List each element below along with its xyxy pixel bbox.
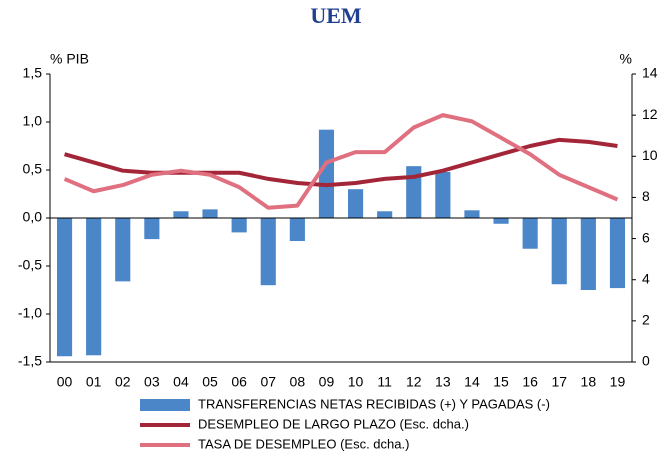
y2-tick-label: 6	[642, 229, 650, 245]
y-tick-label: 1,5	[23, 65, 43, 81]
x-tick-label: 18	[581, 374, 597, 390]
bar	[56, 218, 73, 357]
y2-tick-label: 0	[642, 353, 650, 369]
bar	[551, 218, 567, 285]
bar	[609, 218, 626, 289]
legend-swatch	[140, 399, 190, 411]
y2-tick-label: 2	[642, 312, 650, 328]
legend-label: DESEMPLEO DE LARGO PLAZO (Esc. dcha.)	[198, 416, 469, 431]
x-tick-label: 15	[493, 374, 509, 390]
x-tick-label: 16	[522, 374, 538, 390]
y-tick-label: 1,0	[23, 113, 43, 129]
legend-label: TRANSFERENCIAS NETAS RECIBIDAS (+) Y PAG…	[198, 396, 550, 411]
y2-axis-label: %	[620, 51, 632, 67]
bar	[464, 210, 480, 218]
y2-tick-label: 8	[642, 188, 650, 204]
bar	[435, 171, 451, 218]
x-tick-label: 04	[173, 374, 189, 390]
bar	[260, 218, 276, 286]
y-tick-label: 0,5	[23, 161, 43, 177]
x-tick-label: 09	[319, 374, 335, 390]
x-tick-label: 02	[115, 374, 131, 390]
x-tick-label: 07	[260, 374, 276, 390]
x-tick-label: 19	[610, 374, 626, 390]
bar	[115, 218, 131, 282]
x-tick-label: 01	[86, 374, 102, 390]
bar	[580, 218, 596, 290]
x-tick-label: 13	[435, 374, 451, 390]
x-tick-label: 11	[377, 374, 392, 390]
x-tick-label: 00	[57, 374, 73, 390]
y2-tick-label: 12	[642, 106, 658, 122]
legend-label: TASA DE DESEMPLEO (Esc. dcha.)	[198, 436, 409, 451]
y-tick-label: -0,5	[18, 257, 42, 273]
y2-tick-label: 10	[642, 147, 658, 163]
y-tick-label: -1,5	[18, 353, 42, 369]
x-tick-label: 14	[464, 374, 480, 390]
bar	[202, 209, 218, 218]
line	[63, 113, 619, 210]
y-tick-label: -1,0	[18, 305, 42, 321]
x-tick-label: 06	[231, 374, 247, 390]
x-tick-label: 08	[290, 374, 306, 390]
x-tick-label: 17	[551, 374, 567, 390]
bar	[144, 218, 160, 240]
bar	[86, 218, 102, 356]
bar	[318, 129, 335, 218]
bar	[347, 189, 364, 218]
bar	[231, 218, 247, 233]
y-axis-label: % PIB	[50, 51, 89, 67]
x-tick-label: 05	[202, 374, 218, 390]
x-tick-label: 10	[348, 374, 364, 390]
y2-tick-label: 14	[642, 65, 658, 81]
bar	[289, 218, 305, 242]
chart-title: UEM	[310, 3, 362, 28]
y-tick-label: 0,0	[23, 209, 43, 225]
x-tick-label: 03	[144, 374, 160, 390]
bar	[173, 211, 189, 218]
y2-tick-label: 4	[642, 270, 650, 286]
bar	[377, 211, 393, 218]
bar	[522, 218, 538, 249]
bar	[493, 218, 509, 224]
x-tick-label: 12	[406, 374, 422, 390]
